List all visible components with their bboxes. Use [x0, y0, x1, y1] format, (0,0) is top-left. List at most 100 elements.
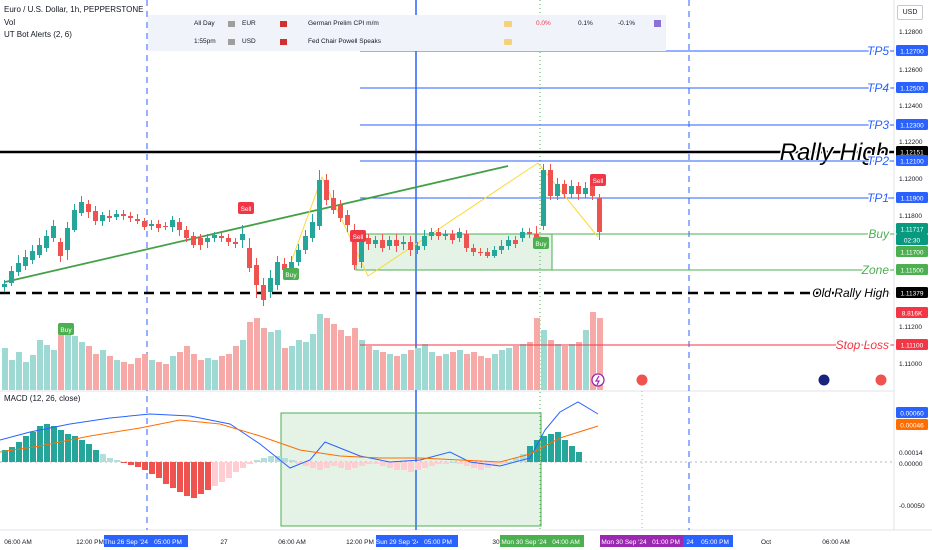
candle[interactable] [37, 245, 42, 255]
volume-bar[interactable] [72, 336, 78, 390]
candle[interactable] [443, 234, 448, 236]
volume-bar[interactable] [457, 350, 463, 390]
candle[interactable] [380, 240, 385, 248]
candle[interactable] [247, 248, 252, 268]
volume-bar[interactable] [205, 358, 211, 390]
volume-bar[interactable] [296, 340, 302, 390]
volume-bar[interactable] [142, 354, 148, 390]
macd-histogram-bar[interactable] [499, 462, 505, 464]
macd-histogram-bar[interactable] [562, 440, 568, 462]
candle[interactable] [422, 236, 427, 246]
macd-histogram-bar[interactable] [464, 462, 470, 466]
macd-histogram-bar[interactable] [576, 452, 582, 462]
macd-histogram-bar[interactable] [436, 462, 442, 464]
volume-bar[interactable] [114, 360, 120, 390]
volume-bar[interactable] [149, 360, 155, 390]
buy-signal[interactable] [533, 237, 549, 249]
volume-bar[interactable] [289, 346, 295, 390]
macd-histogram-bar[interactable] [240, 462, 246, 468]
candle[interactable] [464, 234, 469, 248]
time-highlight-badge[interactable] [104, 535, 148, 547]
macd-histogram-bar[interactable] [58, 430, 64, 462]
volume-bar[interactable] [443, 354, 449, 390]
volume-bar[interactable] [324, 318, 330, 390]
volume-bar[interactable] [310, 334, 316, 390]
macd-histogram-bar[interactable] [86, 444, 92, 462]
candle[interactable] [555, 184, 560, 196]
macd-histogram-bar[interactable] [79, 440, 85, 462]
macd-histogram-bar[interactable] [457, 462, 463, 464]
volume-bar[interactable] [93, 354, 99, 390]
candle[interactable] [478, 252, 483, 253]
volume-bar[interactable] [338, 330, 344, 390]
macd-histogram-bar[interactable] [254, 460, 260, 462]
macd-histogram-bar[interactable] [380, 462, 386, 466]
candle[interactable] [541, 170, 546, 226]
price-label-badge[interactable] [896, 192, 928, 203]
candle[interactable] [128, 216, 133, 218]
macd-histogram-bar[interactable] [191, 462, 197, 498]
candle[interactable] [429, 232, 434, 236]
macd-histogram-bar[interactable] [415, 462, 421, 470]
volume-bar[interactable] [212, 360, 218, 390]
candle[interactable] [310, 222, 315, 238]
macd-histogram-bar[interactable] [541, 436, 547, 462]
volume-bar[interactable] [471, 352, 477, 390]
volume-bar[interactable] [394, 356, 400, 390]
candle[interactable] [317, 180, 322, 226]
macd-histogram-bar[interactable] [548, 434, 554, 462]
candle[interactable] [513, 240, 518, 244]
macd-histogram-bar[interactable] [303, 462, 309, 466]
candle[interactable] [562, 184, 567, 194]
candle[interactable] [135, 219, 140, 221]
volume-bar[interactable] [534, 318, 540, 390]
macd-histogram-bar[interactable] [177, 462, 183, 492]
candle[interactable] [583, 188, 588, 194]
volume-bar[interactable] [2, 348, 8, 390]
macd-histogram-bar[interactable] [142, 462, 148, 470]
macd-histogram-bar[interactable] [114, 460, 120, 462]
candle[interactable] [373, 240, 378, 244]
volume-bar[interactable] [555, 344, 561, 390]
volume-bar[interactable] [401, 354, 407, 390]
macd-histogram-bar[interactable] [324, 462, 330, 468]
volume-bar[interactable] [352, 328, 358, 390]
macd-histogram-bar[interactable] [401, 462, 407, 470]
candle[interactable] [72, 210, 77, 230]
candle[interactable] [597, 198, 602, 232]
macd-histogram-bar[interactable] [506, 462, 512, 463]
indicator-legend[interactable]: UT Bot Alerts (2, 6) [4, 30, 72, 39]
candle[interactable] [65, 228, 70, 250]
volume-bar[interactable] [464, 354, 470, 390]
macd-histogram-bar[interactable] [100, 454, 106, 462]
candle[interactable] [16, 263, 21, 272]
candle[interactable] [86, 204, 91, 212]
candle[interactable] [149, 224, 154, 226]
volume-bar[interactable] [527, 342, 533, 390]
macd-histogram-bar[interactable] [394, 462, 400, 470]
time-highlight-badge[interactable] [548, 535, 584, 547]
macd-histogram-bar[interactable] [198, 462, 204, 494]
macd-histogram-bar[interactable] [359, 462, 365, 466]
buy-signal[interactable] [283, 268, 299, 280]
volume-legend[interactable]: Vol [4, 18, 16, 27]
price-label-badge[interactable] [896, 234, 928, 245]
candle[interactable] [156, 224, 161, 228]
candle[interactable] [408, 242, 413, 250]
price-label-badge[interactable] [896, 223, 928, 234]
candle[interactable] [331, 198, 336, 210]
volume-bar[interactable] [485, 358, 491, 390]
volume-bar[interactable] [317, 314, 323, 390]
candle[interactable] [359, 235, 364, 262]
economic-event-row[interactable]: 1:55pm USD Fed Chair Powell Speaks [148, 33, 666, 51]
volume-bar[interactable] [198, 360, 204, 390]
volume-bar[interactable] [191, 354, 197, 390]
volume-bar[interactable] [541, 330, 547, 390]
candle[interactable] [219, 236, 224, 238]
macd-histogram-bar[interactable] [492, 462, 498, 466]
us-flag-icon[interactable] [874, 373, 888, 387]
candle[interactable] [506, 240, 511, 246]
macd-histogram-bar[interactable] [555, 432, 561, 462]
price-label-badge[interactable] [896, 119, 928, 130]
macd-histogram-bar[interactable] [310, 462, 316, 468]
